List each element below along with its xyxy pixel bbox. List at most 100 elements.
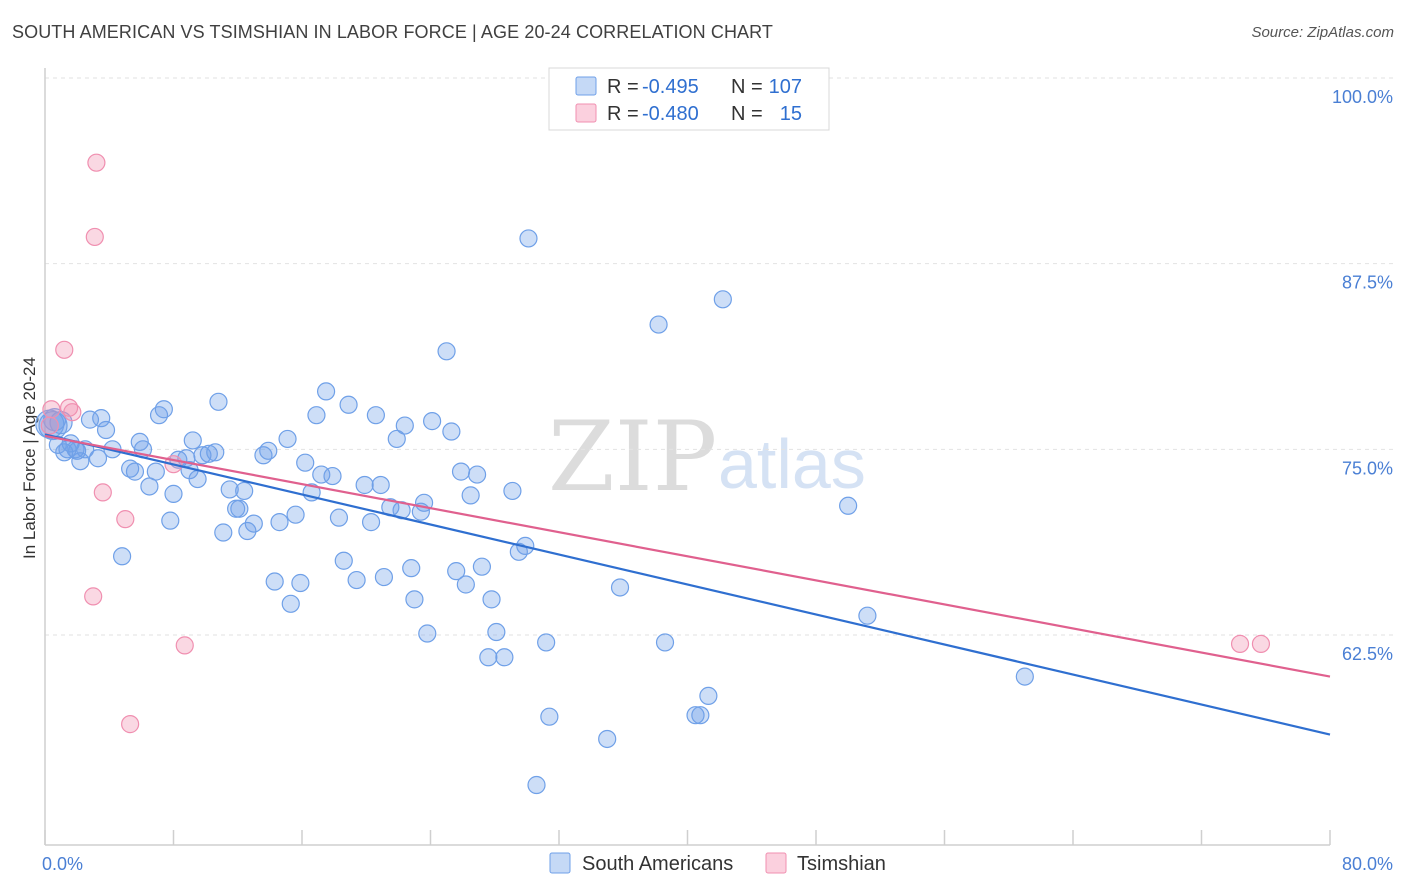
point-south-americans xyxy=(447,562,466,581)
point-tsimshian xyxy=(40,416,59,435)
point-south-americans xyxy=(146,462,165,481)
point-tsimshian xyxy=(116,510,135,529)
y-tick-labels: 62.5% 75.0% 87.5% 100.0% xyxy=(1332,87,1393,664)
correlation-legend: R = -0.495 N = 107 R = -0.480 N = 15 xyxy=(548,67,830,131)
point-south-americans xyxy=(649,315,668,334)
point-south-americans xyxy=(366,406,385,425)
point-south-americans xyxy=(270,513,289,532)
series-legend: South Americans Tsimshian xyxy=(549,852,886,875)
point-south-americans xyxy=(699,686,718,705)
chart-title: SOUTH AMERICAN VS TSIMSHIAN IN LABOR FOR… xyxy=(12,22,774,42)
point-south-americans xyxy=(329,508,349,527)
point-south-americans xyxy=(316,382,336,401)
point-south-americans xyxy=(691,706,710,725)
point-south-americans xyxy=(71,452,90,471)
point-south-americans xyxy=(323,466,342,486)
point-south-americans xyxy=(655,633,675,652)
point-south-americans xyxy=(339,395,358,414)
point-south-americans xyxy=(164,484,183,503)
point-south-americans xyxy=(259,441,278,460)
point-south-americans xyxy=(68,441,87,460)
point-south-americans xyxy=(92,409,111,428)
point-south-americans xyxy=(291,573,310,593)
point-tsimshian xyxy=(121,715,140,734)
point-south-americans xyxy=(487,622,506,642)
point-south-americans xyxy=(418,624,437,643)
point-south-americans xyxy=(286,505,305,524)
x-tick-label-max: 80.0% xyxy=(1342,854,1393,874)
point-south-americans xyxy=(713,290,732,309)
point-south-americans xyxy=(183,431,202,450)
point-south-americans xyxy=(188,469,207,489)
y-axis-label: In Labor Force | Age 20-24 xyxy=(20,357,39,559)
point-south-americans xyxy=(839,496,858,515)
watermark-atlas: atlas xyxy=(718,425,866,503)
series-south-americans xyxy=(35,229,1034,795)
point-south-americans xyxy=(461,486,480,505)
point-tsimshian xyxy=(93,483,112,502)
point-south-americans xyxy=(154,400,173,419)
point-south-americans xyxy=(519,229,538,248)
point-south-americans xyxy=(161,511,180,530)
point-south-americans xyxy=(244,514,263,533)
legend-label-south-americans: South Americans xyxy=(582,853,733,875)
point-tsimshian xyxy=(63,403,82,422)
point-south-americans xyxy=(125,462,145,481)
point-south-americans xyxy=(858,606,877,625)
point-south-americans xyxy=(402,559,421,578)
source-label: Source: ZipAtlas.com xyxy=(1251,24,1394,41)
point-south-americans xyxy=(230,499,249,518)
point-tsimshian xyxy=(85,227,104,247)
point-south-americans xyxy=(220,480,239,499)
point-south-americans xyxy=(112,547,132,566)
point-south-americans xyxy=(540,707,559,726)
point-south-americans xyxy=(278,429,297,449)
legend-r-label: R = xyxy=(607,103,639,125)
legend-n-value: 107 xyxy=(769,76,802,98)
legend-n-label: N = xyxy=(731,103,763,125)
y-tick-label: 100.0% xyxy=(1332,87,1393,107)
point-south-americans xyxy=(199,444,218,463)
point-south-americans xyxy=(96,420,116,440)
grid-lines xyxy=(45,77,1393,636)
point-south-americans xyxy=(405,590,424,609)
point-south-americans xyxy=(537,633,556,652)
y-tick-label: 75.0% xyxy=(1342,458,1393,478)
legend-n-value: 15 xyxy=(780,103,802,125)
y-tick-label: 62.5% xyxy=(1342,644,1393,664)
point-south-americans xyxy=(442,422,461,441)
legend-n-label: N = xyxy=(731,76,763,98)
point-tsimshian xyxy=(42,400,61,419)
point-south-americans xyxy=(395,416,414,435)
point-south-americans xyxy=(451,462,471,481)
point-tsimshian xyxy=(1230,634,1250,654)
point-south-americans xyxy=(361,513,381,532)
point-south-americans xyxy=(423,412,442,431)
point-south-americans xyxy=(149,406,169,425)
point-south-americans xyxy=(598,729,617,749)
point-south-americans xyxy=(495,648,514,667)
x-ticks xyxy=(44,830,1331,845)
legend-swatch-south-americans xyxy=(549,852,571,874)
point-tsimshian xyxy=(1251,634,1271,654)
legend-swatch-pink xyxy=(575,103,597,123)
legend-swatch-blue xyxy=(575,76,597,96)
point-south-americans xyxy=(238,521,257,541)
watermark-zip: ZIP xyxy=(548,401,717,513)
point-south-americans xyxy=(281,594,300,613)
legend-r-value: -0.480 xyxy=(642,103,699,125)
point-south-americans xyxy=(482,590,501,609)
point-south-americans xyxy=(121,459,140,478)
point-south-americans xyxy=(472,557,491,576)
point-tsimshian xyxy=(175,636,194,655)
point-south-americans xyxy=(387,429,406,449)
point-south-americans xyxy=(479,648,498,667)
point-tsimshian xyxy=(55,340,74,359)
point-south-americans xyxy=(686,706,705,725)
point-south-americans xyxy=(265,572,284,591)
legend-swatch-tsimshian xyxy=(765,852,787,874)
point-south-americans xyxy=(88,449,108,468)
x-tick-label-min: 0.0% xyxy=(42,854,83,874)
point-south-americans xyxy=(296,453,315,472)
